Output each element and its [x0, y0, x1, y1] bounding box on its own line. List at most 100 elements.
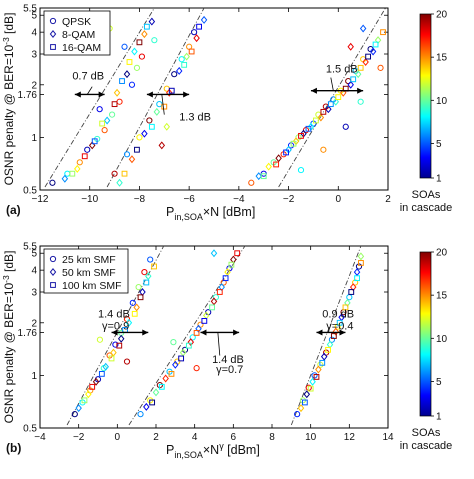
- colorbar-tick-label: 10: [436, 96, 448, 107]
- annotation-label: 0.9 dB: [322, 308, 354, 320]
- data-point: [196, 23, 202, 30]
- data-point: [146, 117, 153, 124]
- annotation-label: 1.3 dB: [179, 111, 211, 123]
- colorbar-tick-label: 20: [436, 248, 448, 259]
- y-tick-label: 5.5: [23, 4, 37, 15]
- legend-marker: [50, 282, 56, 288]
- data-point: [103, 116, 111, 125]
- colorbar-caption: in cascade: [400, 440, 453, 452]
- data-point: [119, 78, 125, 84]
- data-point: [69, 170, 76, 177]
- data-point: [116, 342, 123, 349]
- series-8-qam: [61, 15, 382, 187]
- data-point: [313, 117, 319, 124]
- x-tick-label: 12: [344, 432, 356, 443]
- data-point: [340, 88, 347, 97]
- data-point: [260, 173, 267, 180]
- panel-label: (b): [6, 441, 21, 455]
- data-point: [148, 17, 156, 26]
- data-point: [193, 34, 200, 43]
- colorbar-caption: SOAs: [412, 427, 441, 439]
- data-point: [183, 52, 190, 61]
- annotation-arrow-head: [183, 91, 190, 98]
- data-point: [123, 70, 131, 79]
- x-axis-label-part: P: [166, 205, 174, 219]
- data-point: [181, 61, 188, 68]
- legend-box: [43, 248, 129, 294]
- data-point: [134, 146, 140, 153]
- data-point: [362, 58, 369, 66]
- colorbar-tick-label: 1: [436, 174, 442, 185]
- annotation-gamma-label: γ=0.7: [216, 364, 243, 376]
- y-axis-label: OSNR penalty @ BER=10-3 [dB]: [1, 251, 16, 424]
- data-point: [175, 66, 183, 75]
- data-point: [168, 87, 175, 94]
- data-point: [193, 365, 200, 372]
- x-tick-label: −4: [233, 194, 245, 205]
- data-point: [210, 249, 218, 258]
- colorbar-caption: SOAs: [412, 189, 441, 201]
- data-point: [305, 125, 312, 132]
- data-point: [358, 260, 364, 266]
- data-point: [149, 399, 156, 406]
- annotation-label: 1.4 dB: [98, 308, 130, 320]
- y-tick-label: 3: [31, 288, 37, 299]
- data-point: [377, 64, 384, 71]
- y-tick-label: 5: [31, 11, 37, 22]
- data-point: [228, 261, 235, 268]
- legend-marker: [50, 44, 56, 50]
- data-point: [98, 370, 105, 377]
- legend-label: 16-QAM: [62, 42, 101, 54]
- fit-line: [290, 245, 362, 426]
- y-tick-label: 5: [31, 249, 37, 260]
- data-point: [166, 88, 173, 97]
- y-tick-label: 3: [31, 50, 37, 61]
- data-point: [369, 47, 377, 56]
- x-axis-label-part: in,SOA: [174, 450, 203, 460]
- data-point: [248, 179, 255, 186]
- data-point: [141, 129, 148, 138]
- annotation-leader: [330, 77, 334, 91]
- y-tick-label: 0.5: [23, 424, 37, 435]
- data-point: [75, 404, 82, 413]
- data-point: [309, 377, 316, 386]
- data-point: [108, 355, 115, 362]
- data-point: [303, 390, 311, 399]
- y-tick-label: 4: [31, 266, 37, 277]
- annotation-arrow-head: [146, 91, 153, 98]
- legend-marker: [49, 255, 57, 263]
- legend-label: 8-QAM: [62, 29, 95, 41]
- data-point: [76, 159, 83, 166]
- data-point: [320, 146, 327, 153]
- legend-label: 50 km SMF: [62, 267, 116, 279]
- y-axis-label-part: [dB]: [2, 251, 16, 276]
- data-point: [151, 263, 157, 270]
- data-point: [85, 390, 92, 399]
- data-point: [81, 153, 88, 160]
- data-point: [131, 47, 138, 56]
- y-tick-label: 0.5: [23, 186, 37, 197]
- y-tick-label: 4: [31, 28, 37, 39]
- annotation-leader: [217, 332, 221, 356]
- data-point: [320, 108, 327, 115]
- data-point: [112, 341, 119, 348]
- data-point: [273, 161, 280, 168]
- data-point: [158, 141, 166, 150]
- annotation-gamma-label: γ=0.9: [102, 321, 129, 333]
- data-point: [116, 178, 123, 187]
- y-tick-label: 1: [31, 133, 37, 144]
- x-axis-label-part: in,SOA: [174, 212, 203, 222]
- data-point: [148, 123, 155, 130]
- data-point: [147, 256, 154, 263]
- x-tick-label: −2: [73, 432, 85, 443]
- data-point: [319, 359, 326, 366]
- x-tick-label: −6: [183, 194, 195, 205]
- annotation-leader: [161, 94, 165, 115]
- y-axis-label: OSNR penalty @ BER=10-3 [dB]: [1, 13, 16, 186]
- y-axis-label-part: OSNR penalty @ BER=10: [2, 283, 16, 424]
- x-axis-label-part: γ: [219, 441, 224, 451]
- data-point: [275, 154, 282, 163]
